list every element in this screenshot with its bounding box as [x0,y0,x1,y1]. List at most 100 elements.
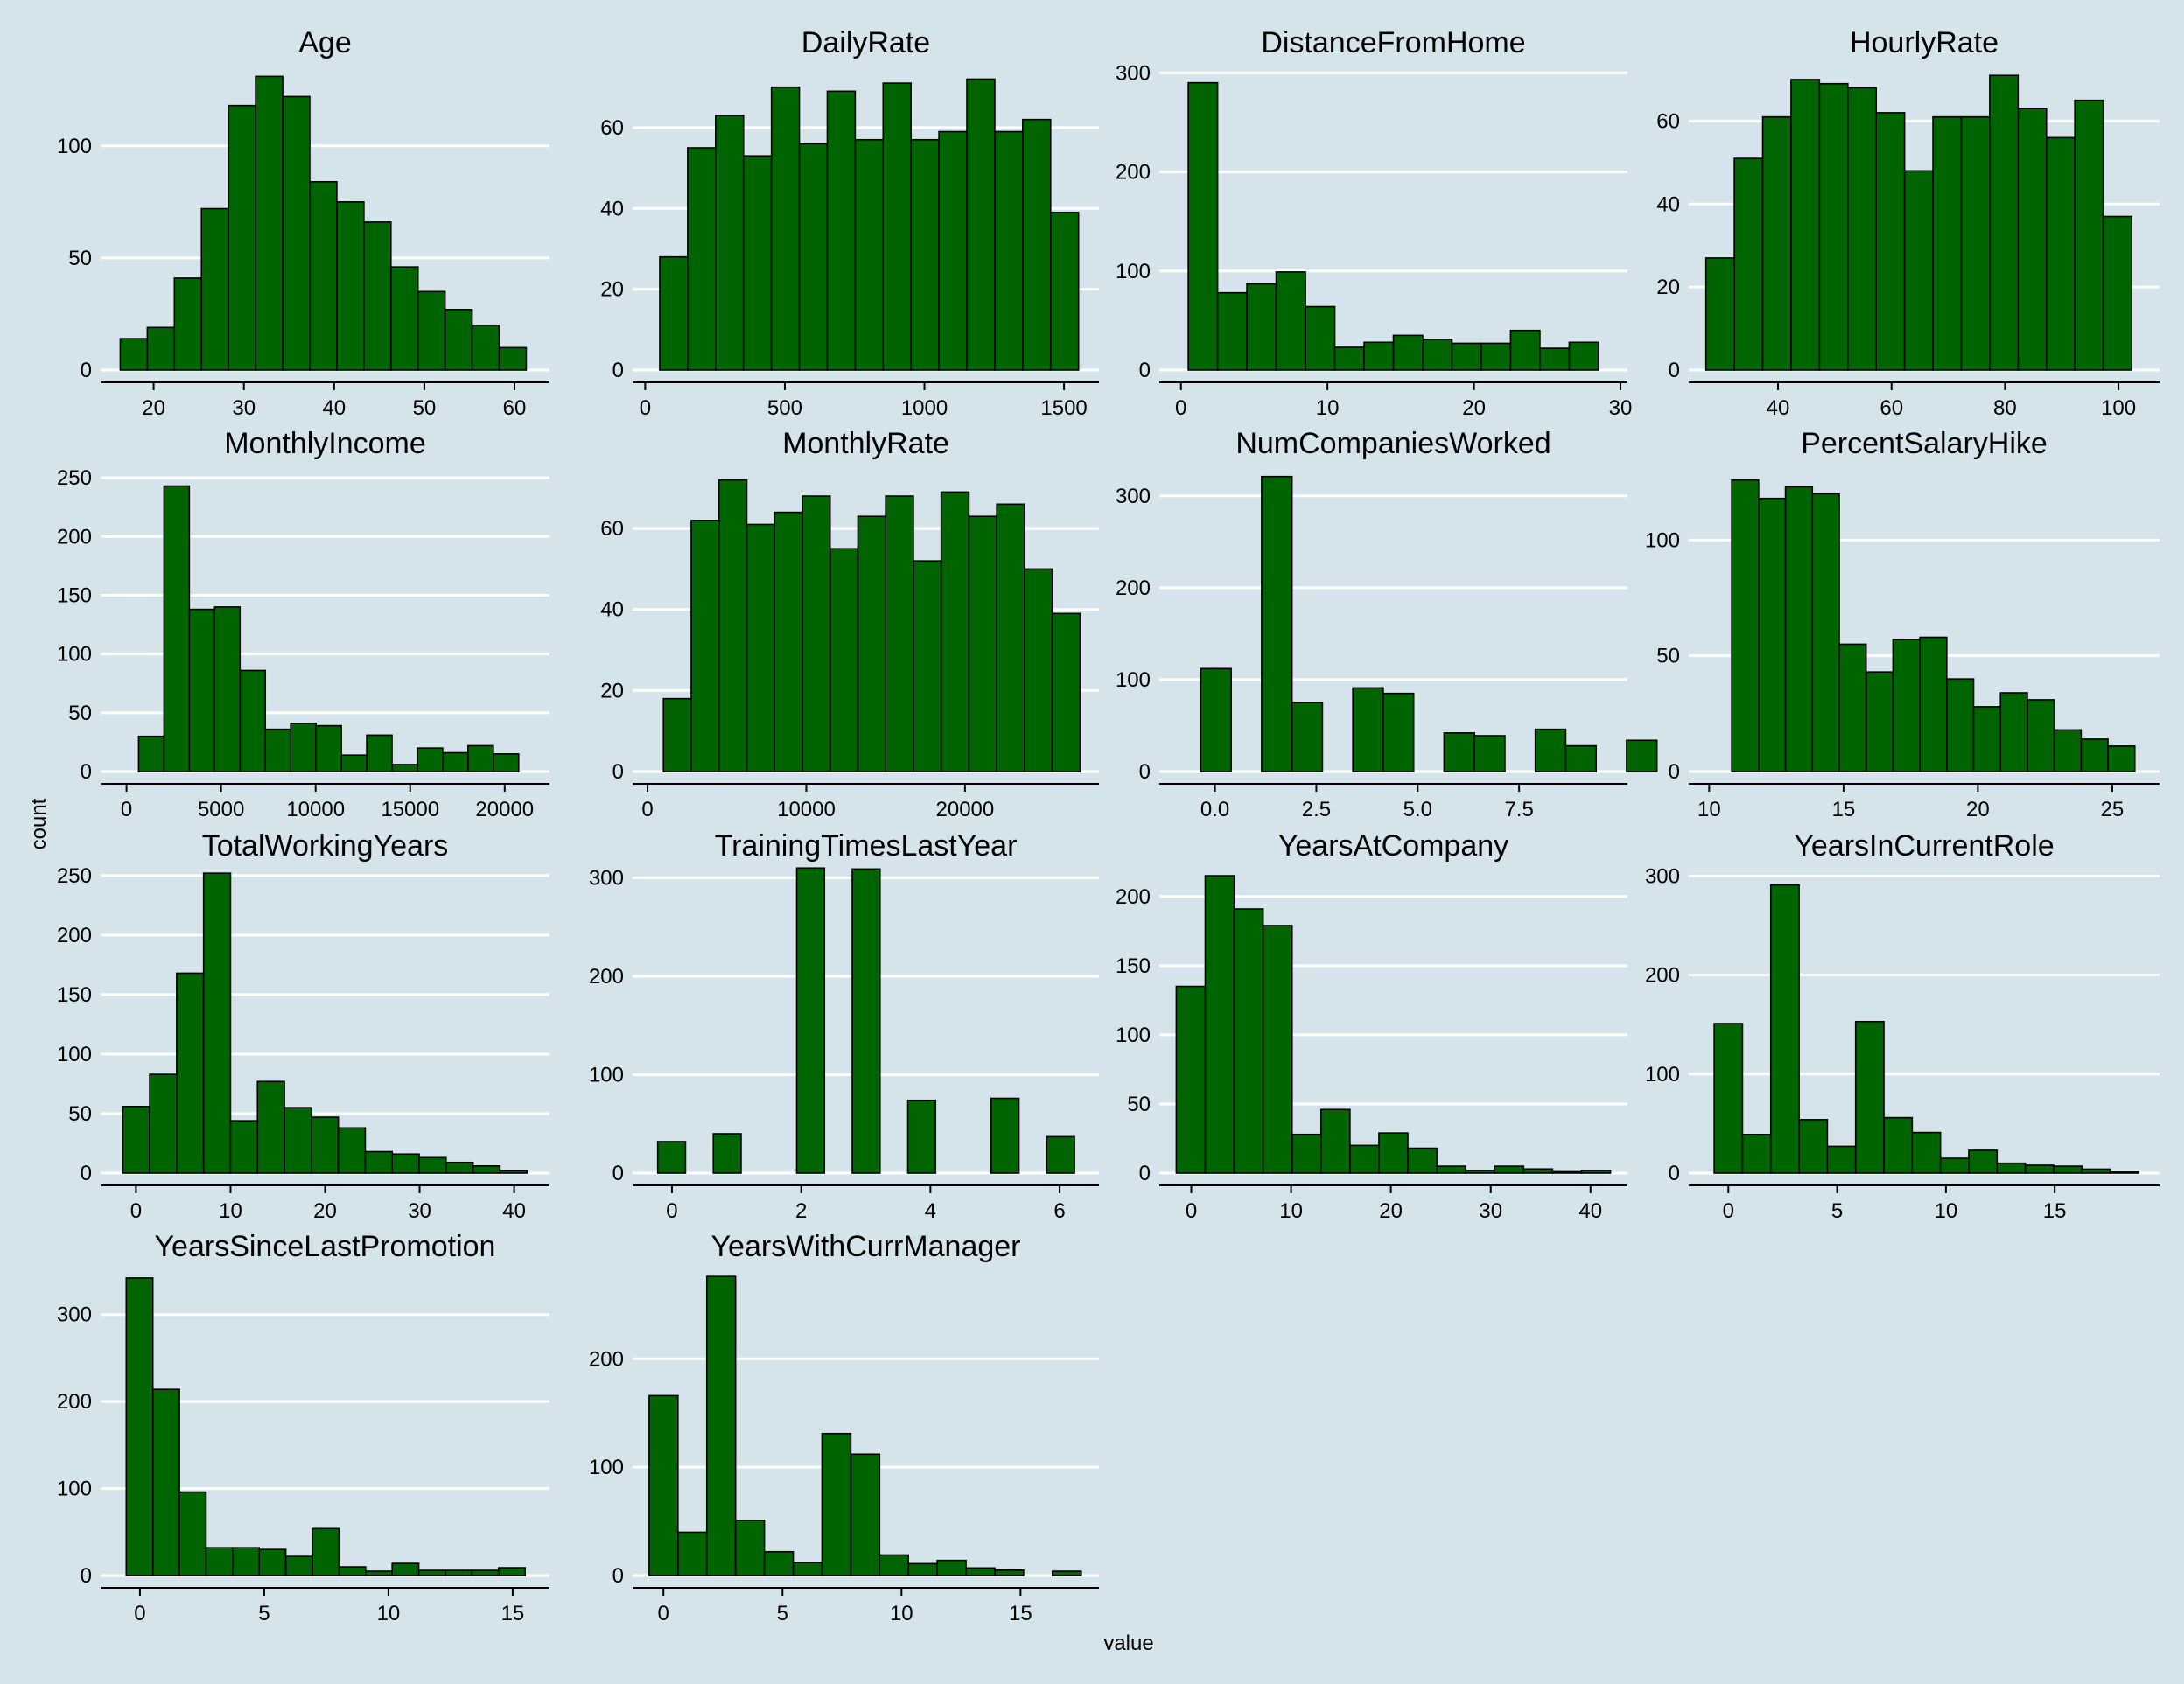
histogram-bar [677,1531,708,1576]
histogram-bar [163,485,191,772]
histogram-bar [1451,342,1482,371]
histogram-bar [1422,339,1453,371]
histogram-bar [188,608,216,772]
x-tick-label: 40 [1767,396,1790,420]
y-tick-label: 50 [1127,1093,1151,1116]
y-tick-label: 300 [1645,864,1680,888]
y-tick-label: 40 [1656,192,1680,216]
histogram-bar [1443,732,1475,772]
histogram-bar [821,1432,852,1576]
histogram-bar [938,130,968,371]
histogram-bar [336,201,365,371]
x-tick-label: 30 [408,1199,431,1223]
y-tick-label: 150 [57,583,92,607]
histogram-bar [2081,1168,2111,1174]
histogram-bar [1972,706,2002,772]
y-tick-label: 300 [589,867,624,891]
histogram-bar [1534,728,1567,772]
histogram-panel-11: 0 5 10 15 0 100 200 300 YearsInCurrentRole [1645,829,2160,1223]
histogram-bar [659,255,689,371]
x-tick-label: 30 [1479,1199,1502,1223]
histogram-bar [1811,493,1840,772]
histogram-bar [366,734,393,772]
histogram-bar [1939,1157,1970,1174]
panel-title: HourlyRate [1850,26,1998,59]
x-tick-label: 60 [1880,396,1903,420]
x-tick-label: 6 [1054,1199,1065,1223]
x-tick-label: 40 [322,396,346,420]
y-tick-label: 40 [600,598,624,622]
histogram-panel-5: 0 10000 20000 0 20 40 60 MonthlyRate [600,427,1099,821]
histogram-bar [1838,643,1867,772]
histogram-bar [1262,925,1293,1174]
y-tick-label: 60 [600,517,624,541]
histogram-bar [907,1562,938,1576]
histogram-bar [214,606,242,772]
histogram-bar [966,78,996,371]
x-tick-label: 5 [777,1602,788,1625]
panel-title: PercentSalaryHike [1801,427,2048,460]
histogram-bar [1494,1165,1525,1174]
histogram-bar [906,1099,937,1174]
histogram-bar [1474,735,1506,772]
x-tick-label: 0 [1186,1199,1197,1223]
x-axis-label: value [1103,1632,1153,1655]
histogram-panel-13: 0 5 10 15 0 100 200 YearsWithCurrManager [589,1230,1099,1625]
histogram-bar [763,1550,794,1576]
y-tick-label: 100 [1116,668,1151,692]
x-tick-label: 10 [219,1199,242,1223]
panel-title: YearsAtCompany [1278,829,1508,863]
histogram-bar [690,520,720,772]
histogram-bar [851,868,881,1174]
x-tick-label: 5 [258,1602,270,1625]
x-tick-label: 10 [1279,1199,1303,1223]
histogram-bar [1022,118,1052,371]
x-tick-label: 5000 [198,798,244,821]
y-tick-label: 300 [57,1303,92,1327]
x-tick-label: 0 [1723,1199,1734,1223]
y-tick-label: 50 [68,702,92,725]
histogram-bar [1761,115,1792,371]
histogram-bar [340,754,368,772]
histogram-bar [2102,215,2132,371]
histogram-bar [913,560,942,772]
panel-title: NumCompaniesWorked [1236,427,1550,460]
histogram-bar [284,1555,313,1576]
histogram-bar [795,867,826,1174]
histogram-bar [662,697,692,772]
histogram-bar [1865,671,1894,772]
histogram-bar [2080,738,2109,772]
x-tick-label: 10 [1316,396,1340,420]
y-tick-label: 150 [1116,954,1151,978]
histogram-bar [1968,1149,1998,1174]
histogram-bar [687,147,717,371]
x-tick-label: 2.5 [1302,798,1331,821]
histogram-panel-1: 0 500 1000 1500 0 20 40 60 DailyRate [600,26,1099,420]
panel-title: Age [298,26,352,59]
x-tick-label: 10000 [286,798,345,821]
histogram-bar [885,495,914,772]
y-tick-label: 100 [589,1064,624,1087]
histogram-bar [994,1569,1025,1576]
histogram-bar [2053,729,2082,772]
x-tick-label: 20000 [936,798,995,821]
histogram-bar [391,764,418,772]
histogram-bar [442,751,469,772]
histogram-bar [1246,283,1278,371]
histogram-bar [656,1141,687,1174]
y-tick-label: 0 [80,760,92,784]
histogram-bar [444,1569,473,1576]
histogram-bar [2017,108,2048,371]
histogram-bar [965,1567,996,1576]
histogram-bar [792,1562,823,1576]
x-tick-label: 50 [413,396,437,420]
y-tick-label: 250 [57,466,92,490]
histogram-bar [493,753,520,772]
x-tick-label: 20 [1379,1199,1403,1223]
histogram-panel-6: 0.0 2.5 5.0 7.5 0 100 200 300 NumCompaniesWorked [1116,427,1658,821]
y-tick-label: 0 [612,359,624,382]
y-tick-label: 300 [1116,61,1151,85]
histogram-bar [715,115,745,371]
